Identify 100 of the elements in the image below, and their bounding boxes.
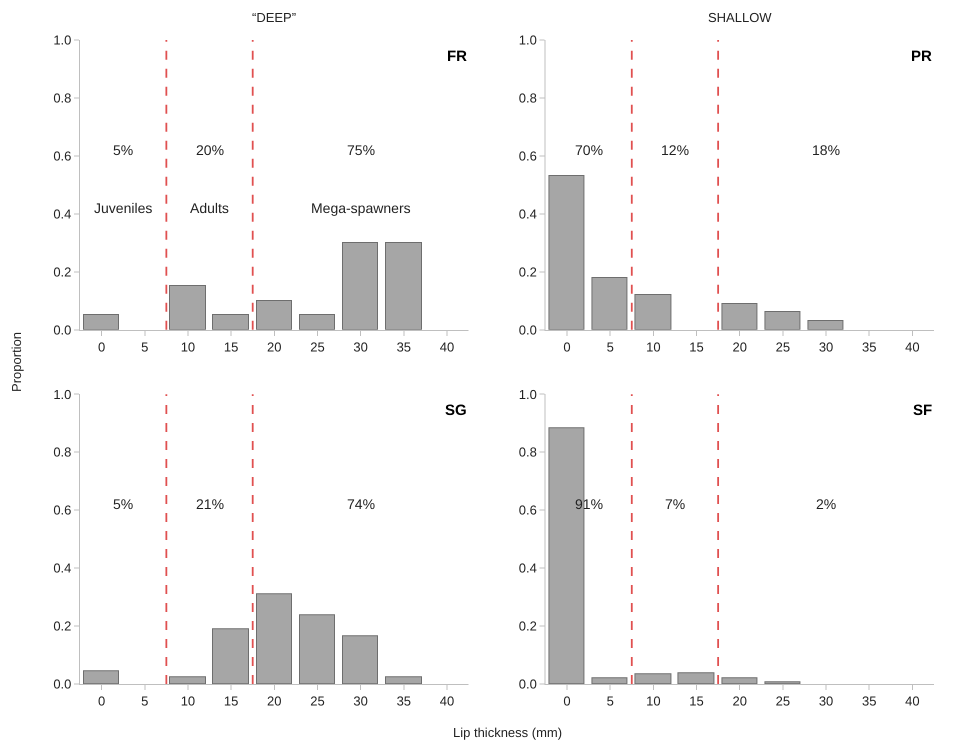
bar [169, 285, 206, 330]
bar [256, 300, 292, 330]
y-tick-label: 1.0 [518, 32, 537, 48]
y-tick-label: 0.0 [53, 322, 72, 338]
y-tick-label: 0.8 [53, 90, 72, 106]
bar [385, 242, 422, 330]
x-tick-label: 40 [905, 694, 920, 709]
annotation: SF [913, 402, 932, 419]
x-tick-label: 20 [732, 694, 747, 709]
annotation: 20% [196, 142, 224, 158]
bar [677, 672, 714, 684]
annotation: 75% [347, 142, 376, 158]
annotation: SG [445, 402, 467, 419]
x-tick-label: 25 [776, 339, 790, 354]
x-tick-label: 5 [606, 694, 614, 709]
x-tick-label: 15 [224, 694, 238, 709]
bar [299, 614, 335, 684]
x-tick-label: 10 [180, 694, 196, 709]
x-tick-label: 5 [141, 694, 148, 709]
bar [591, 277, 628, 330]
bar [548, 175, 584, 330]
y-tick-label: 0.6 [53, 148, 72, 164]
x-tick-label: 20 [267, 694, 282, 709]
y-tick-label: 0.8 [518, 90, 537, 106]
x-tick-label: 5 [606, 339, 614, 354]
bar [634, 294, 672, 330]
annotation: 74% [347, 496, 376, 512]
x-tick-label: 35 [396, 694, 412, 709]
x-tick-label: 25 [776, 694, 790, 709]
x-tick-label: 5 [141, 339, 148, 354]
annotation: 7% [665, 496, 686, 512]
x-tick-label: 0 [563, 694, 571, 709]
y-axis-title: Proportion [8, 332, 24, 392]
annotation: 5% [113, 496, 134, 512]
bar [83, 670, 119, 684]
x-tick-label: 35 [396, 339, 412, 354]
bar [721, 677, 758, 684]
bar [591, 677, 628, 684]
x-axis-title: Lip thickness (mm) [453, 725, 562, 740]
annotation: 12% [661, 142, 690, 158]
bar [342, 635, 378, 684]
y-tick-label: 0.4 [53, 206, 72, 222]
x-tick-label: 0 [98, 694, 106, 709]
x-tick-label: 15 [689, 339, 704, 354]
annotation: 18% [812, 142, 840, 158]
bar [764, 311, 800, 330]
y-tick-label: 0.6 [518, 148, 537, 164]
bar [764, 681, 800, 684]
bar [385, 676, 422, 684]
annotation: FR [447, 48, 468, 65]
y-tick-label: 0.6 [518, 502, 537, 518]
chart-title: “DEEP” [252, 10, 296, 25]
annotation: 2% [816, 496, 836, 512]
y-tick-label: 0.0 [518, 676, 537, 692]
y-tick-label: 0.2 [518, 264, 537, 280]
y-tick-label: 0.8 [53, 444, 72, 460]
bar [721, 303, 758, 330]
y-tick-label: 1.0 [518, 386, 537, 402]
x-tick-label: 30 [818, 339, 834, 354]
bar [342, 242, 378, 330]
bar [256, 593, 292, 684]
y-tick-label: 1.0 [53, 32, 72, 48]
bar [807, 320, 844, 330]
y-tick-label: 0.2 [53, 618, 72, 634]
y-tick-label: 0.4 [518, 206, 537, 222]
annotation: Adults [190, 200, 229, 216]
y-tick-label: 0.2 [53, 264, 72, 280]
x-tick-label: 35 [862, 694, 876, 709]
x-tick-label: 15 [224, 339, 238, 354]
x-tick-label: 25 [310, 694, 325, 709]
x-tick-label: 40 [440, 694, 454, 709]
y-tick-label: 0.0 [53, 676, 72, 692]
bar [169, 676, 206, 684]
x-tick-label: 0 [563, 339, 571, 354]
x-tick-label: 15 [689, 694, 704, 709]
annotation: 21% [196, 496, 224, 512]
x-tick-label: 30 [818, 694, 834, 709]
x-tick-label: 40 [440, 339, 454, 354]
bar [212, 314, 249, 330]
x-tick-label: 35 [862, 339, 876, 354]
annotation: PR [911, 48, 932, 65]
x-tick-label: 30 [353, 339, 368, 354]
y-tick-label: 0.4 [53, 560, 72, 576]
bar [83, 314, 119, 330]
annotation: Mega-spawners [311, 200, 411, 216]
chart-title: SHALLOW [708, 10, 772, 25]
bar [299, 314, 335, 330]
annotation: Juveniles [94, 200, 152, 216]
bar [212, 628, 249, 684]
x-tick-label: 30 [353, 694, 368, 709]
x-tick-label: 40 [905, 339, 920, 354]
annotation: 5% [113, 142, 134, 158]
y-tick-label: 0.6 [53, 502, 72, 518]
y-tick-label: 1.0 [53, 386, 72, 402]
x-tick-label: 25 [310, 339, 325, 354]
x-tick-label: 10 [646, 339, 661, 354]
x-tick-label: 20 [267, 339, 282, 354]
x-tick-label: 0 [98, 339, 106, 354]
y-tick-label: 0.0 [518, 322, 537, 338]
bar [634, 673, 672, 684]
